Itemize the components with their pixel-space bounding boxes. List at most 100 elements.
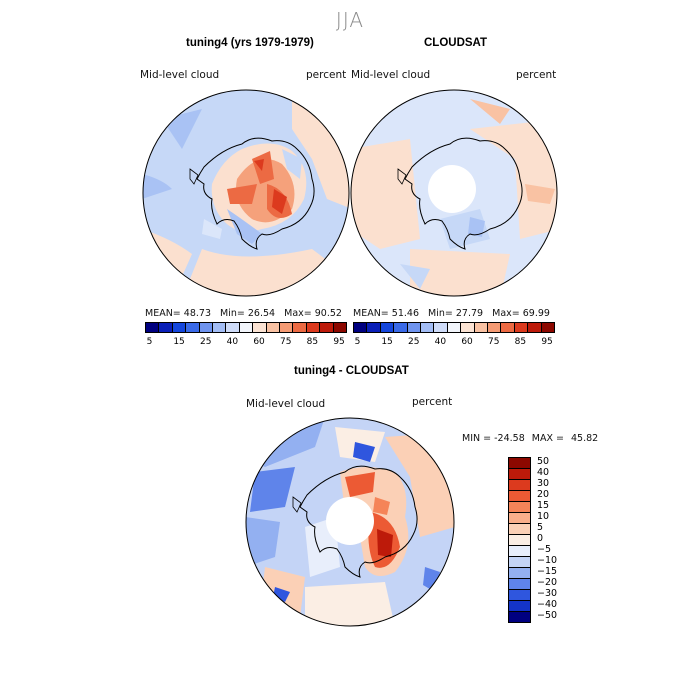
diff-colorbar-tick-label: 40 bbox=[537, 467, 550, 479]
model-colorbar-swatch bbox=[146, 323, 160, 332]
model-colorbar-tick-label: 75 bbox=[280, 337, 292, 347]
diff-colorbar-swatch bbox=[509, 535, 530, 546]
diff-minmax: MIN = -24.58 MAX = 45.82 bbox=[462, 433, 598, 444]
obs-colorbar-swatch bbox=[488, 323, 502, 332]
obs-colorbar-swatch bbox=[514, 323, 529, 332]
obs-colorbar-swatch bbox=[501, 323, 515, 332]
model-max-label: Max= bbox=[284, 308, 312, 319]
diff-max-label: MAX = bbox=[531, 433, 564, 444]
obs-colorbar bbox=[353, 322, 555, 333]
obs-colorbar-swatch bbox=[394, 323, 408, 332]
diff-colorbar-swatch bbox=[509, 458, 530, 469]
diff-colorbar bbox=[508, 457, 531, 623]
obs-colorbar-swatch bbox=[380, 323, 395, 332]
model-polar-map bbox=[142, 89, 350, 297]
diff-colorbar-swatch bbox=[509, 469, 530, 480]
obs-colorbar-swatch bbox=[367, 323, 381, 332]
diff-colorbar-ticks: 50 40 30 20 15 10 5 0 −5 −10 −15 −20 −30 −40 −50 bbox=[537, 456, 577, 621]
diff-panel-title: tuning4 - CLOUDSAT bbox=[294, 365, 409, 377]
obs-colorbar-tick-label: 15 bbox=[381, 337, 393, 347]
model-max-value: 90.52 bbox=[314, 308, 342, 319]
obs-colorbar-tick-label: 85 bbox=[514, 337, 527, 347]
obs-colorbar-ticks: 5 15 25 40 60 75 85 95 bbox=[353, 337, 553, 349]
diff-colorbar-swatch bbox=[509, 579, 530, 590]
diff-colorbar-tick-label: −50 bbox=[537, 609, 558, 621]
model-colorbar-swatch bbox=[293, 323, 307, 332]
obs-variable-label: Mid-level cloud bbox=[351, 69, 431, 81]
model-variable-label: Mid-level cloud bbox=[140, 69, 220, 81]
model-colorbar-swatch bbox=[199, 323, 214, 332]
obs-max-label: Max= bbox=[492, 308, 520, 319]
obs-colorbar-swatch bbox=[434, 323, 448, 332]
model-colorbar-swatch bbox=[213, 323, 227, 332]
diff-colorbar-tick-label: 50 bbox=[537, 456, 550, 468]
obs-colorbar-swatch bbox=[541, 323, 555, 332]
obs-colorbar-swatch bbox=[474, 323, 489, 332]
model-colorbar-swatch bbox=[226, 323, 240, 332]
obs-colorbar-tick-label: 40 bbox=[434, 337, 447, 347]
obs-polar-map bbox=[350, 89, 558, 297]
obs-stats: MEAN= 51.46 Min= 27.79 Max= 69.99 bbox=[353, 308, 550, 319]
model-colorbar-swatch bbox=[266, 323, 281, 332]
model-colorbar-swatch bbox=[186, 323, 200, 332]
model-colorbar-swatch bbox=[239, 323, 254, 332]
diff-variable-label: Mid-level cloud bbox=[246, 398, 326, 410]
diff-colorbar-tick-label: −10 bbox=[537, 554, 558, 566]
obs-mean-value: 51.46 bbox=[391, 308, 419, 319]
obs-colorbar-tick-label: 75 bbox=[488, 337, 500, 347]
obs-colorbar-tick-label: 60 bbox=[461, 337, 473, 347]
diff-colorbar-tick-label: 10 bbox=[537, 511, 550, 523]
diff-colorbar-swatch bbox=[509, 557, 530, 568]
model-colorbar-tick-label: 25 bbox=[200, 337, 212, 347]
diff-colorbar-swatch bbox=[509, 513, 530, 524]
obs-units-label: percent bbox=[516, 69, 557, 81]
obs-colorbar-swatch bbox=[407, 323, 422, 332]
diff-colorbar-tick-label: 5 bbox=[537, 522, 544, 534]
model-colorbar bbox=[145, 322, 347, 333]
diff-colorbar-swatch bbox=[509, 546, 530, 557]
obs-colorbar-tick-label: 25 bbox=[408, 337, 420, 347]
model-colorbar-swatch bbox=[320, 323, 334, 332]
diff-colorbar-tick-label: −30 bbox=[537, 587, 558, 599]
model-colorbar-swatch bbox=[306, 323, 321, 332]
diff-colorbar-tick-label: −20 bbox=[537, 576, 558, 588]
model-mean-label: MEAN= bbox=[145, 308, 181, 319]
diff-colorbar-tick-label: −40 bbox=[537, 598, 558, 610]
obs-colorbar-swatch bbox=[528, 323, 542, 332]
diff-colorbar-swatch bbox=[509, 590, 530, 601]
diff-colorbar-swatch bbox=[509, 612, 530, 622]
model-mean-value: 48.73 bbox=[183, 308, 211, 319]
diff-colorbar-tick-label: −15 bbox=[537, 565, 558, 577]
diff-polar-map bbox=[245, 417, 455, 627]
model-colorbar-swatch bbox=[333, 323, 347, 332]
model-colorbar-ticks: 5 15 25 40 60 75 85 95 bbox=[145, 337, 345, 349]
obs-mean-label: MEAN= bbox=[353, 308, 389, 319]
model-min-value: 26.54 bbox=[247, 308, 276, 319]
model-colorbar-tick-label: 85 bbox=[306, 337, 319, 347]
diff-colorbar-swatch bbox=[509, 502, 530, 513]
model-min-label: Min= bbox=[220, 308, 245, 319]
model-colorbar-tick-label: 60 bbox=[253, 337, 265, 347]
model-stats: MEAN= 48.73 Min= 26.54 Max= 90.52 bbox=[145, 308, 342, 319]
obs-colorbar-swatch bbox=[421, 323, 435, 332]
diff-colorbar-swatch bbox=[509, 491, 530, 502]
obs-panel-title: CLOUDSAT bbox=[424, 37, 488, 49]
model-colorbar-tick-label: 95 bbox=[333, 337, 345, 347]
model-colorbar-swatch bbox=[172, 323, 187, 332]
obs-colorbar-swatch bbox=[354, 323, 368, 332]
diff-max-value: 45.82 bbox=[571, 433, 599, 444]
model-colorbar-swatch bbox=[253, 323, 267, 332]
obs-max-value: 69.99 bbox=[522, 308, 550, 319]
diff-min-value: -24.58 bbox=[494, 433, 525, 444]
diff-min-label: MIN = bbox=[462, 433, 492, 444]
diff-colorbar-swatch bbox=[509, 524, 530, 535]
obs-colorbar-swatch bbox=[447, 323, 462, 332]
season-title: JJA bbox=[335, 8, 365, 32]
model-colorbar-swatch bbox=[280, 323, 294, 332]
diff-colorbar-tick-label: 15 bbox=[537, 500, 550, 512]
model-colorbar-tick-label: 5 bbox=[146, 337, 153, 347]
obs-min-label: Min= bbox=[428, 308, 453, 319]
diff-colorbar-swatch bbox=[509, 480, 530, 491]
obs-colorbar-tick-label: 95 bbox=[541, 337, 553, 347]
model-panel-title: tuning4 (yrs 1979-1979) bbox=[186, 37, 314, 49]
